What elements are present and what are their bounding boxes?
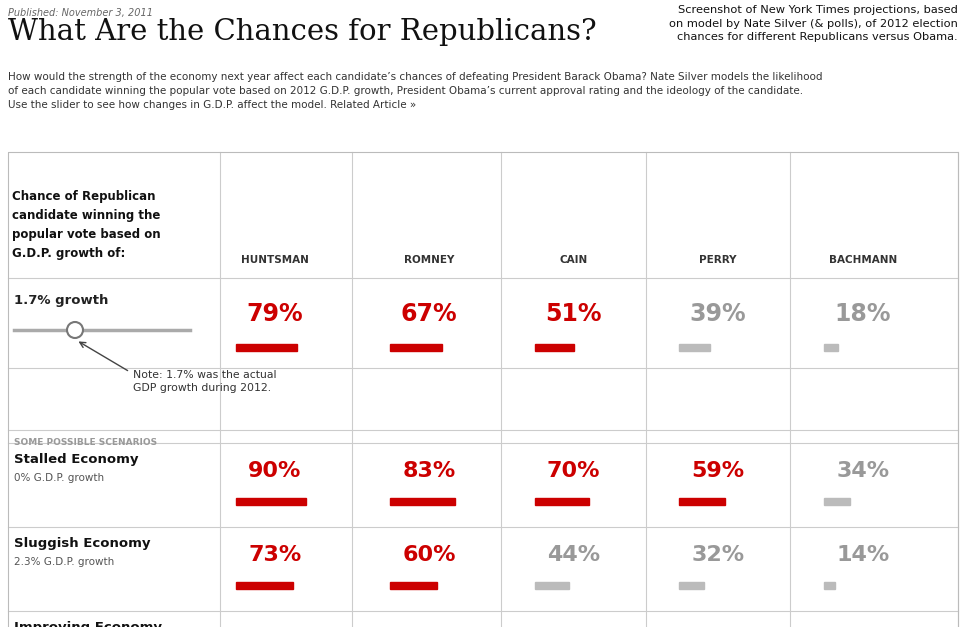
Text: ROMNEY: ROMNEY — [404, 255, 454, 265]
Text: Published: November 3, 2011: Published: November 3, 2011 — [8, 8, 153, 18]
Text: 70%: 70% — [547, 461, 601, 481]
Text: 14%: 14% — [836, 545, 890, 565]
Text: 34%: 34% — [836, 461, 890, 481]
Text: 39%: 39% — [690, 302, 746, 326]
Text: 18%: 18% — [835, 302, 891, 326]
Bar — [824, 344, 838, 351]
Bar — [8, 152, 958, 627]
Text: 79%: 79% — [247, 302, 303, 326]
Bar — [824, 498, 850, 505]
Text: 0% G.D.P. growth: 0% G.D.P. growth — [14, 473, 104, 483]
Text: Use the slider to see how changes in G.D.P. affect the model. Related Article »: Use the slider to see how changes in G.D… — [8, 100, 416, 110]
Text: What Are the Chances for Republicans?: What Are the Chances for Republicans? — [8, 18, 597, 46]
Text: Improving Economy: Improving Economy — [14, 621, 162, 627]
Text: HUNTSMAN: HUNTSMAN — [241, 255, 308, 265]
Bar — [824, 582, 835, 589]
Bar — [390, 344, 442, 351]
Text: of each candidate winning the popular vote based on 2012 G.D.P. growth, Presiden: of each candidate winning the popular vo… — [8, 86, 803, 96]
Text: 67%: 67% — [401, 302, 457, 326]
Bar — [535, 344, 575, 351]
Text: 44%: 44% — [547, 545, 601, 565]
Text: Note: 1.7% was the actual
GDP growth during 2012.: Note: 1.7% was the actual GDP growth dur… — [133, 370, 277, 393]
Text: 2.3% G.D.P. growth: 2.3% G.D.P. growth — [14, 557, 115, 567]
Bar — [236, 582, 293, 589]
Text: SOME POSSIBLE SCENARIOS: SOME POSSIBLE SCENARIOS — [14, 438, 157, 447]
Text: Screenshot of New York Times projections, based
on model by Nate Silver (& polls: Screenshot of New York Times projections… — [669, 5, 958, 42]
Text: Stalled Economy: Stalled Economy — [14, 453, 139, 466]
Bar — [390, 582, 437, 589]
Text: 32%: 32% — [691, 545, 745, 565]
Text: PERRY: PERRY — [700, 255, 736, 265]
Text: 60%: 60% — [402, 545, 456, 565]
Bar — [535, 498, 589, 505]
Text: BACHMANN: BACHMANN — [829, 255, 897, 265]
Bar — [390, 498, 455, 505]
Bar — [680, 344, 710, 351]
Bar — [236, 498, 306, 505]
Bar — [535, 582, 569, 589]
Text: 73%: 73% — [248, 545, 302, 565]
Text: 90%: 90% — [248, 461, 302, 481]
Text: 59%: 59% — [691, 461, 745, 481]
Bar — [236, 344, 297, 351]
Bar — [680, 582, 704, 589]
Text: How would the strength of the economy next year affect each candidate’s chances : How would the strength of the economy ne… — [8, 72, 822, 82]
Text: CAIN: CAIN — [559, 255, 588, 265]
Bar — [680, 498, 725, 505]
Circle shape — [67, 322, 83, 338]
Text: Sluggish Economy: Sluggish Economy — [14, 537, 150, 550]
Text: 51%: 51% — [546, 302, 602, 326]
Text: 1.7% growth: 1.7% growth — [14, 294, 108, 307]
Text: Chance of Republican
candidate winning the
popular vote based on
G.D.P. growth o: Chance of Republican candidate winning t… — [12, 190, 161, 260]
Text: 83%: 83% — [402, 461, 456, 481]
